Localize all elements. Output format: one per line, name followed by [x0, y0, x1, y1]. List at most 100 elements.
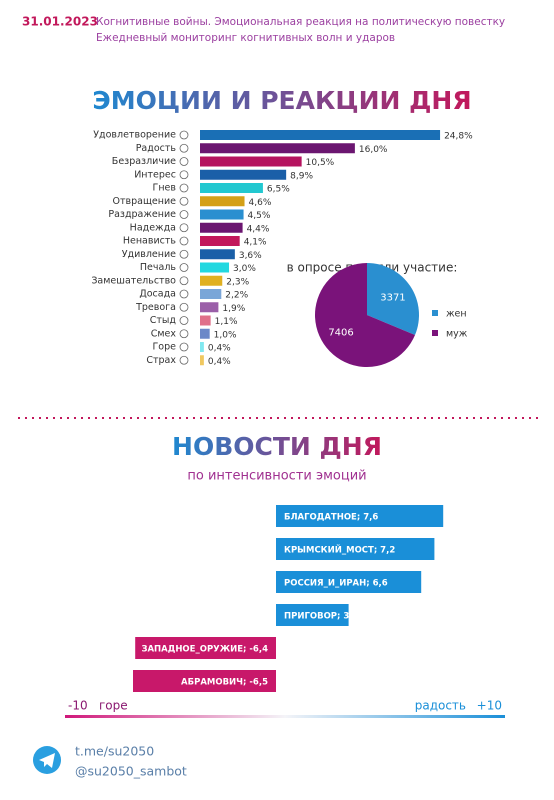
category-label: Горе	[153, 342, 177, 353]
value-label: 4,6%	[249, 198, 272, 208]
axis-label-right: радость	[415, 699, 466, 713]
value-label: 1,0%	[214, 330, 237, 340]
telegram-plane	[39, 753, 55, 768]
slice-label: 3371	[380, 293, 405, 304]
axis-label-left: горе	[99, 699, 128, 713]
category-label: Гнев	[153, 183, 177, 194]
value-label: 1,1%	[215, 317, 238, 327]
category-label: Стыд	[150, 315, 177, 326]
value-label: 2,2%	[225, 291, 248, 301]
value-label: 1,9%	[222, 304, 245, 314]
category-label: Интерес	[134, 169, 176, 180]
bar	[200, 169, 287, 180]
news-bar	[133, 670, 276, 692]
bar	[200, 249, 235, 260]
value-label: 4,5%	[248, 211, 271, 221]
news-bar	[276, 571, 422, 593]
value-label: 0,4%	[208, 357, 231, 367]
legend-swatch	[432, 330, 438, 336]
value-label: 2,3%	[226, 277, 249, 287]
news-bar	[276, 604, 349, 626]
news-label: РОССИЯ_И_ИРАН; 6,6	[284, 579, 388, 589]
news-label: КРЫМСКИЙ_МОСТ; 7,2	[284, 544, 395, 556]
category-label: Замешательство	[91, 275, 176, 286]
news-label: ЗАПАДНОЕ_ОРУЖИЕ; -6,4	[141, 645, 268, 655]
bar	[200, 355, 204, 366]
emotion-icon	[179, 342, 189, 352]
emotion-icon	[179, 183, 189, 193]
bar	[200, 302, 219, 313]
emotion-icon	[179, 289, 189, 299]
emotion-icon	[179, 263, 189, 272]
legend-swatch	[432, 310, 438, 316]
bar	[200, 209, 244, 220]
value-label: 0,4%	[208, 344, 231, 354]
category-label: Отвращение	[113, 196, 177, 207]
value-label: 4,1%	[244, 238, 267, 248]
chart-subtitle: по интенсивности эмоций	[187, 469, 366, 484]
news-label: АБРАМОВИЧ; -6,5	[181, 678, 268, 688]
bar	[200, 156, 302, 167]
chart-title: НОВОСТИ ДНЯ	[172, 432, 382, 461]
bar	[200, 342, 204, 352]
category-label: Надежда	[130, 222, 176, 233]
category-label: Страх	[146, 355, 176, 366]
legend-label: муж	[446, 329, 468, 340]
emotion-icon	[179, 196, 189, 206]
category-label: Удовлетворение	[93, 130, 176, 141]
legend-label: жен	[446, 309, 467, 320]
emotion-icon	[179, 316, 189, 325]
category-label: Безразличие	[112, 156, 176, 167]
x-tick-label: +10	[477, 699, 502, 713]
subtitle-line: Когнитивные войны. Эмоциональная реакция…	[96, 16, 505, 28]
value-label: 3,0%	[233, 264, 256, 274]
emotion-icon	[179, 170, 189, 180]
value-label: 4,4%	[247, 224, 270, 234]
bar	[200, 222, 243, 233]
news-label: БЛАГОДАТНОЕ; 7,6	[284, 513, 378, 523]
bar	[200, 130, 441, 140]
news-label: ПРИГОВОР; 3,3	[284, 612, 359, 622]
emotion-icon	[179, 276, 189, 286]
category-label: Ненависть	[123, 236, 177, 247]
chart-title: ЭМОЦИИ И РЕАКЦИИ ДНЯ	[92, 86, 471, 115]
emotion-icon	[179, 210, 189, 219]
value-label: 6,5%	[267, 185, 290, 195]
news-bar	[276, 505, 444, 527]
emotion-icon	[179, 355, 189, 365]
bar	[200, 196, 245, 207]
emotion-icon	[179, 329, 189, 339]
category-label: Печаль	[140, 262, 176, 273]
axis-gradient	[65, 715, 505, 718]
bar	[200, 262, 230, 273]
category-label: Удивление	[122, 249, 176, 260]
footer-link[interactable]: t.me/su2050	[75, 744, 154, 759]
emotion-icon	[179, 130, 189, 140]
emotion-icon	[179, 249, 189, 259]
pie-slice	[314, 263, 416, 367]
slice-label: 7406	[328, 327, 353, 338]
subtitle-line: Ежедневный мониторинг когнитивных волн и…	[96, 32, 395, 44]
emotion-icon	[179, 223, 189, 233]
bar	[200, 328, 210, 339]
value-label: 8,9%	[290, 171, 313, 181]
news-bar	[276, 538, 435, 560]
category-label: Тревога	[135, 302, 176, 313]
news-bar	[135, 637, 276, 659]
value-label: 10,5%	[306, 158, 335, 168]
footer-bot[interactable]: @su2050_sambot	[75, 764, 187, 779]
value-label: 24,8%	[444, 132, 473, 142]
value-label: 16,0%	[359, 145, 388, 155]
value-label: 3,6%	[239, 251, 262, 261]
date: 31.01.2023	[22, 15, 98, 29]
bar	[200, 315, 211, 326]
category-label: Досада	[139, 289, 176, 300]
category-label: Радость	[136, 143, 177, 154]
emotion-icon	[179, 236, 189, 246]
bar	[200, 143, 355, 154]
bar	[200, 275, 223, 286]
x-tick-label: -10	[68, 699, 88, 713]
category-label: Смех	[151, 328, 177, 339]
pie-slice	[367, 263, 419, 335]
